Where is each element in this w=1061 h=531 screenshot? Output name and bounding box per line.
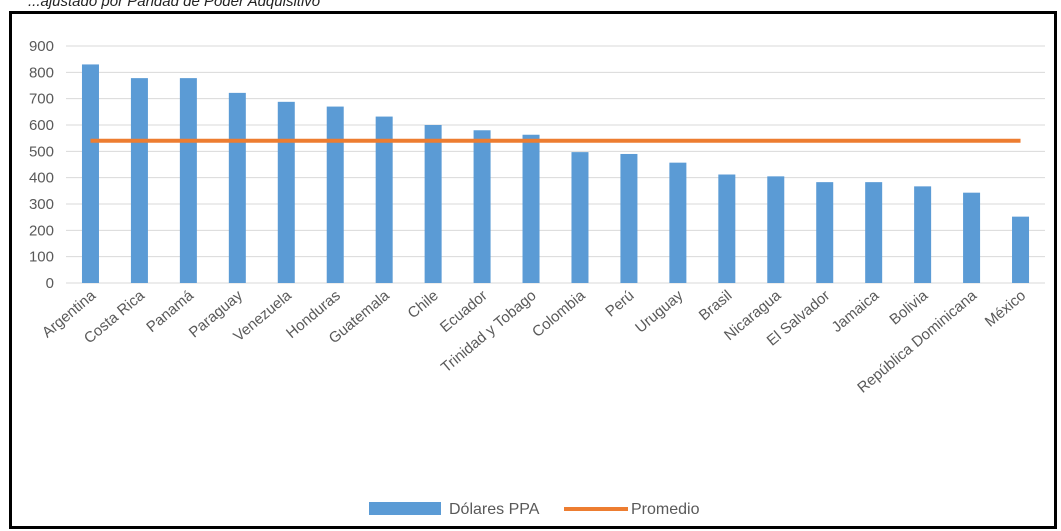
x-tick-label: Uruguay <box>632 287 687 337</box>
y-tick-label: 800 <box>29 64 54 81</box>
y-tick-label: 200 <box>29 222 54 239</box>
chart-caption: ...ajustado por Paridad de Poder Adquisi… <box>28 0 321 10</box>
y-tick-label: 900 <box>29 38 54 55</box>
bar-venezuela <box>277 101 295 284</box>
x-tick-label: Colombia <box>529 287 589 341</box>
bar-ecuador <box>473 130 491 283</box>
legend-label-promedio: Promedio <box>631 501 700 518</box>
bar-argentina <box>81 64 99 283</box>
y-tick-label: 700 <box>29 91 54 108</box>
y-tick-label: 300 <box>29 196 54 213</box>
x-tick-label: Brasil <box>696 287 736 324</box>
x-tick-label: Perú <box>602 287 637 320</box>
bar-nicaragua <box>767 176 785 283</box>
bar-paraguay <box>228 92 246 283</box>
x-tick-label: Chile <box>405 287 442 322</box>
bar-costa-rica <box>130 78 148 283</box>
y-tick-label: 400 <box>29 170 54 187</box>
y-axis-ticks: 0 100 200 300 400 500 600 700 800 900 <box>29 38 54 292</box>
bar-guatemala <box>375 116 393 283</box>
bar-honduras <box>326 106 344 283</box>
bar-chile <box>424 125 442 283</box>
bar-república-dominicana <box>963 192 981 283</box>
bar-méxico <box>1012 216 1030 283</box>
bar-trinidad-y-tobago <box>522 134 540 283</box>
bar-uruguay <box>669 162 687 283</box>
y-tick-label: 100 <box>29 249 54 266</box>
bar-el-salvador <box>816 182 834 283</box>
gridlines <box>66 45 1045 284</box>
bars <box>81 64 1030 284</box>
legend: Dólares PPA Promedio <box>369 501 700 518</box>
legend-swatch-dolares <box>369 502 441 515</box>
y-tick-label: 500 <box>29 143 54 160</box>
bar-perú <box>620 153 638 283</box>
bar-colombia <box>571 152 589 283</box>
bar-bolivia <box>914 186 932 283</box>
bar-jamaica <box>865 182 883 283</box>
bar-panamá <box>179 78 197 283</box>
y-tick-label: 0 <box>46 275 54 292</box>
bar-brasil <box>718 174 736 283</box>
legend-label-dolares: Dólares PPA <box>449 501 540 518</box>
x-tick-label: Jamaica <box>829 287 883 336</box>
x-tick-label: México <box>982 287 1029 331</box>
y-tick-label: 600 <box>29 117 54 134</box>
x-tick-label: Bolivia <box>886 287 931 329</box>
